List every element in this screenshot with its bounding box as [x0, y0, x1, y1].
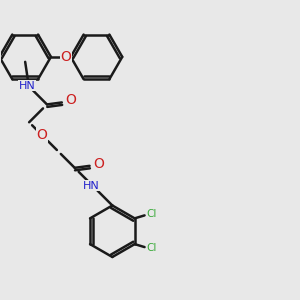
Text: O: O: [37, 128, 47, 142]
Text: Cl: Cl: [146, 243, 157, 253]
Text: HN: HN: [83, 181, 100, 191]
Text: O: O: [60, 50, 71, 64]
Text: O: O: [65, 94, 76, 107]
Text: HN: HN: [19, 81, 35, 91]
Text: Cl: Cl: [146, 209, 157, 219]
Text: O: O: [93, 157, 104, 171]
